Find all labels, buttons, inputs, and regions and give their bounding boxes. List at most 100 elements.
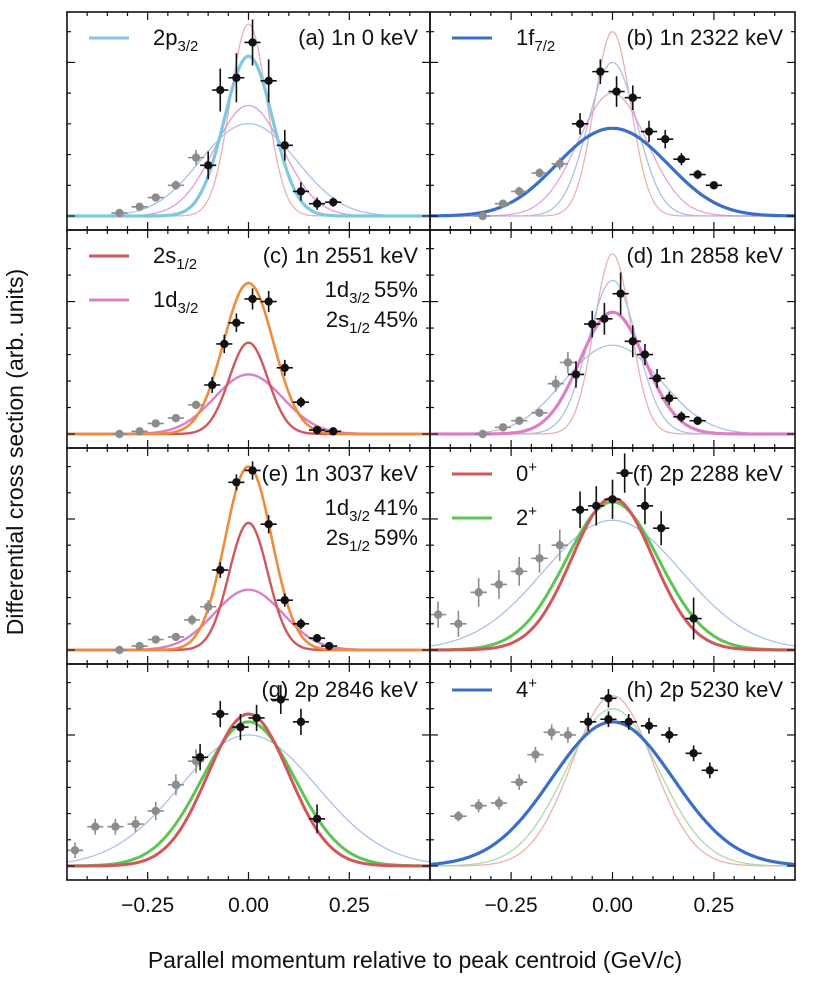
panel-c-curve-sum: [67, 281, 430, 436]
panel-d: (d) 1n 2858 keV: [429, 229, 796, 449]
point-marker: [592, 501, 601, 511]
point-marker: [661, 135, 670, 144]
data-point: [309, 425, 326, 435]
fraction-label-value: 55%: [374, 277, 418, 302]
data-point: [309, 804, 326, 834]
data-point: [689, 416, 706, 425]
point-marker: [454, 812, 463, 821]
data-point: [188, 400, 205, 410]
point-marker: [232, 318, 241, 327]
point-marker: [555, 540, 564, 550]
x-tick-label: −0.25: [121, 894, 174, 917]
x-axis-label: Parallel momentum relative to peak centr…: [148, 947, 682, 973]
data-point: [292, 182, 309, 201]
data-point: [685, 745, 702, 762]
data-point: [657, 129, 674, 149]
point-marker: [515, 777, 524, 787]
data-point: [276, 129, 293, 161]
point-marker: [478, 429, 487, 439]
data-point: [200, 600, 217, 614]
point-marker: [454, 619, 463, 628]
panel-f-points: [430, 453, 702, 640]
point-marker: [640, 350, 650, 359]
legend-entry: 1d3/2: [153, 287, 198, 317]
point-marker: [705, 766, 715, 775]
fraction-label: 2s1/2 45%: [326, 307, 418, 337]
point-marker: [280, 363, 289, 372]
point-marker: [329, 427, 338, 436]
data-point: [131, 427, 148, 436]
point-marker: [604, 694, 613, 703]
data-point: [167, 413, 184, 423]
point-marker: [232, 73, 241, 82]
fraction-label-name: 1d: [325, 495, 349, 520]
data-point: [527, 746, 544, 763]
point-marker: [248, 466, 257, 475]
point-marker: [171, 413, 181, 423]
data-point: [511, 186, 528, 197]
data-point: [430, 601, 447, 628]
data-point: [612, 272, 629, 315]
data-point: [228, 313, 245, 333]
panel-c-curves: [67, 281, 430, 436]
point-marker: [216, 85, 225, 95]
data-point: [67, 842, 84, 859]
data-point: [640, 120, 658, 143]
data-point: [244, 19, 261, 66]
data-point: [584, 310, 601, 338]
point-marker: [624, 717, 633, 727]
data-point: [272, 685, 289, 714]
panel-a-curve-p32: [67, 54, 430, 218]
point-marker: [665, 394, 674, 403]
point-marker: [689, 749, 698, 758]
data-point: [551, 157, 568, 170]
point-marker: [588, 319, 597, 329]
data-point: [490, 570, 508, 599]
point-marker: [494, 580, 504, 589]
data-point: [147, 635, 164, 644]
panel-b-curve-light_red: [430, 31, 795, 217]
data-point: [689, 169, 706, 180]
legend-entry-sub: 3/2: [177, 300, 198, 317]
data-point: [616, 453, 633, 493]
panel-h-curves: [430, 695, 795, 867]
data-point: [636, 487, 654, 525]
legend-entry: 2p3/2: [153, 25, 198, 55]
data-point: [276, 359, 293, 376]
data-point: [588, 486, 605, 526]
point-marker: [276, 695, 285, 704]
data-point: [653, 511, 670, 546]
panel-h-curve-l4: [430, 720, 795, 866]
data-point: [111, 208, 128, 218]
point-marker: [151, 419, 160, 428]
panel-f-title: (f) 2p 2288 keV: [633, 461, 784, 486]
point-marker: [555, 159, 564, 168]
point-marker: [616, 289, 625, 298]
data-point: [232, 714, 249, 741]
point-marker: [612, 87, 621, 96]
legend-entry: 0+: [516, 459, 537, 486]
data-point: [276, 593, 293, 607]
data-point: [661, 391, 678, 405]
panel-b-curve-light_blue: [430, 61, 795, 217]
data-point: [131, 202, 148, 211]
data-point: [673, 411, 690, 423]
point-marker: [474, 588, 483, 597]
point-marker: [191, 400, 201, 410]
panel-g: (g) 2p 2846 keV −0.25 0.00 0.25: [66, 663, 431, 917]
panel-d-curve-d32: [430, 310, 795, 436]
point-marker: [264, 520, 273, 529]
point-marker: [693, 416, 702, 425]
point-marker: [608, 495, 617, 504]
point-marker: [264, 297, 273, 306]
data-point: [701, 762, 718, 779]
fraction-label-sub: 3/2: [349, 290, 370, 307]
panel-a-curve-light_red: [67, 23, 430, 217]
panel-g-curves: [67, 712, 430, 868]
data-point: [494, 423, 512, 432]
point-marker: [563, 730, 573, 740]
panel-g-curve-l0: [67, 712, 430, 868]
data-point: [470, 799, 487, 813]
